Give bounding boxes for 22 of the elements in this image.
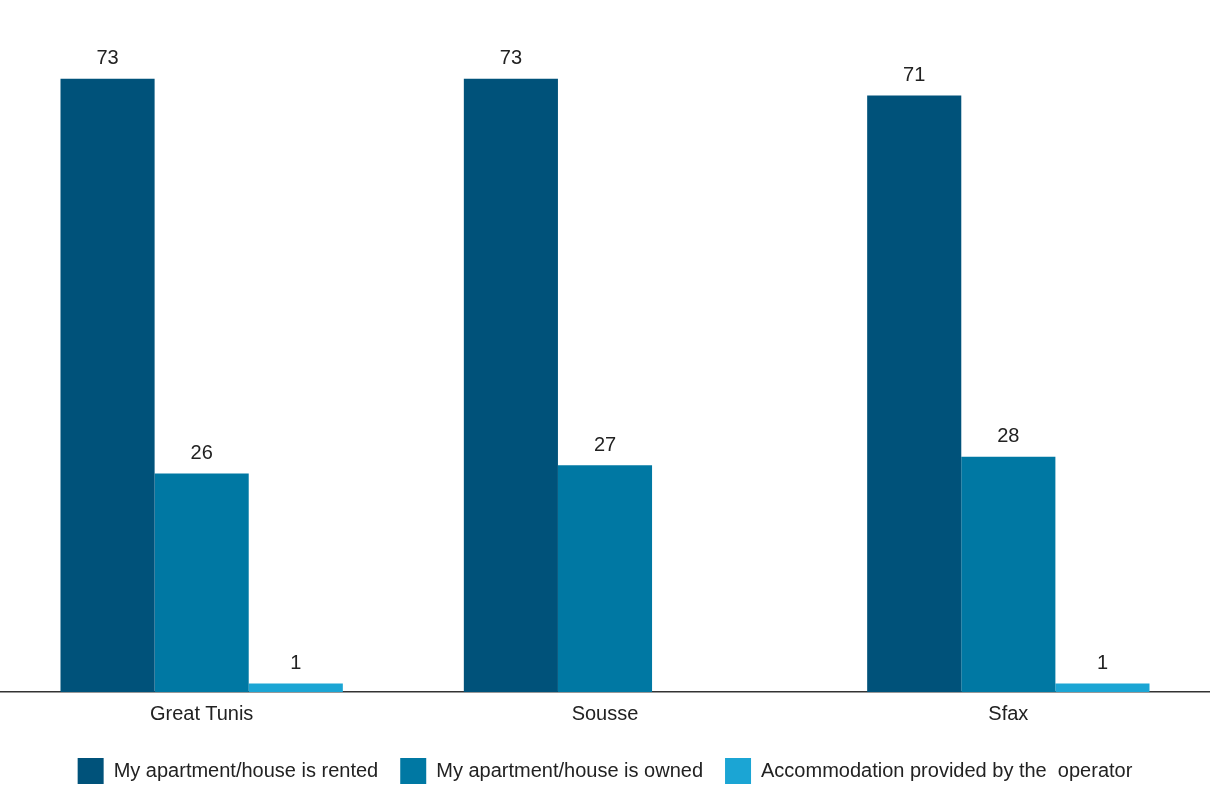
x-tick-label: Sousse [571,701,639,724]
data-label: 1 [1096,651,1109,674]
x-tick-label: Great Tunis [149,701,254,724]
bar [463,78,558,692]
legend-label: Accommodation provided by the operator [761,758,1133,781]
bar [1055,683,1150,692]
bar [961,456,1056,692]
data-label: 27 [593,432,617,455]
data-label: 71 [903,63,926,86]
data-label: 1 [290,651,302,674]
bar [248,683,343,692]
bar [557,465,653,692]
data-label: 26 [190,441,213,464]
x-tick-label: Sfax [988,701,1029,724]
data-label: 73 [499,46,523,69]
legend-label: My apartment/house is owned [436,758,704,781]
bar [60,78,155,692]
legend-label: My apartment/house is rented [113,758,379,781]
bar [867,95,962,692]
data-label: 73 [96,46,119,69]
bar [154,473,249,692]
data-label: 28 [997,424,1020,447]
